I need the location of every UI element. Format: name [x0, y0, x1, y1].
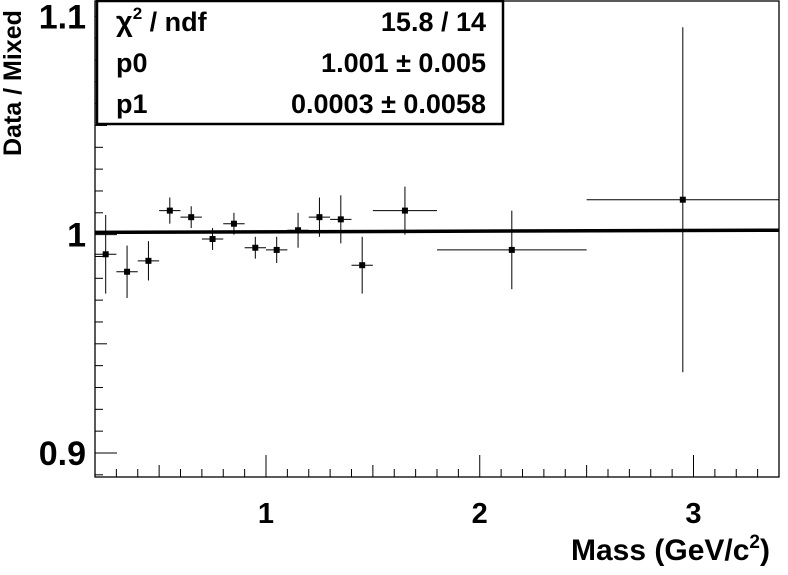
stats-box: χ2 / ndf 15.8 / 14 p0 1.001 ± 0.005 p1 0… [95, 0, 505, 126]
data-point [95, 214, 117, 294]
data-point [266, 236, 288, 264]
data-point [351, 236, 373, 294]
point-marker [145, 257, 152, 264]
data-point [437, 210, 587, 290]
point-marker [230, 220, 237, 227]
stats-box-border [95, 0, 505, 126]
point-marker [166, 207, 173, 214]
x-tick-label: 3 [685, 498, 701, 530]
axes: 1 2 3 0.9 1 1.1 [39, 0, 780, 530]
point-marker [273, 246, 280, 253]
stats-value-p0: 1.001 ± 0.005 [321, 48, 486, 78]
point-marker [401, 207, 408, 214]
y-axis-title: Data / Mixed [0, 10, 27, 156]
point-marker [679, 196, 686, 203]
data-point [372, 186, 437, 235]
point-marker [102, 251, 109, 258]
point-marker [209, 236, 216, 242]
point-marker [359, 262, 366, 269]
data-point [159, 197, 181, 224]
data-point [586, 27, 779, 373]
point-marker [316, 214, 323, 221]
stats-label-chi2: χ2 / ndf [116, 4, 208, 38]
data-points [95, 27, 779, 373]
y-tick-label: 1 [67, 217, 86, 255]
data-point [137, 241, 160, 281]
data-point [330, 195, 352, 244]
y-tick-label: 1.1 [39, 0, 86, 36]
point-marker [337, 216, 344, 223]
point-marker [508, 246, 515, 253]
stats-label-p0: p0 [116, 48, 148, 78]
stats-value-chi2: 15.8 / 14 [381, 7, 486, 37]
point-marker [252, 244, 259, 251]
y-tick-label: 0.9 [39, 435, 86, 473]
x-tick-label: 2 [472, 498, 488, 530]
x-axis-title: Mass (GeV/c2) [571, 532, 770, 567]
stats-value-p1: 0.0003 ± 0.0058 [291, 89, 486, 119]
point-marker [124, 268, 131, 275]
fit-line [94, 228, 780, 235]
data-point [116, 245, 138, 298]
stats-label-p1: p1 [116, 89, 148, 119]
data-point [244, 236, 266, 259]
data-point [180, 206, 202, 229]
point-marker [188, 214, 195, 221]
x-tick-label: 1 [258, 498, 274, 530]
